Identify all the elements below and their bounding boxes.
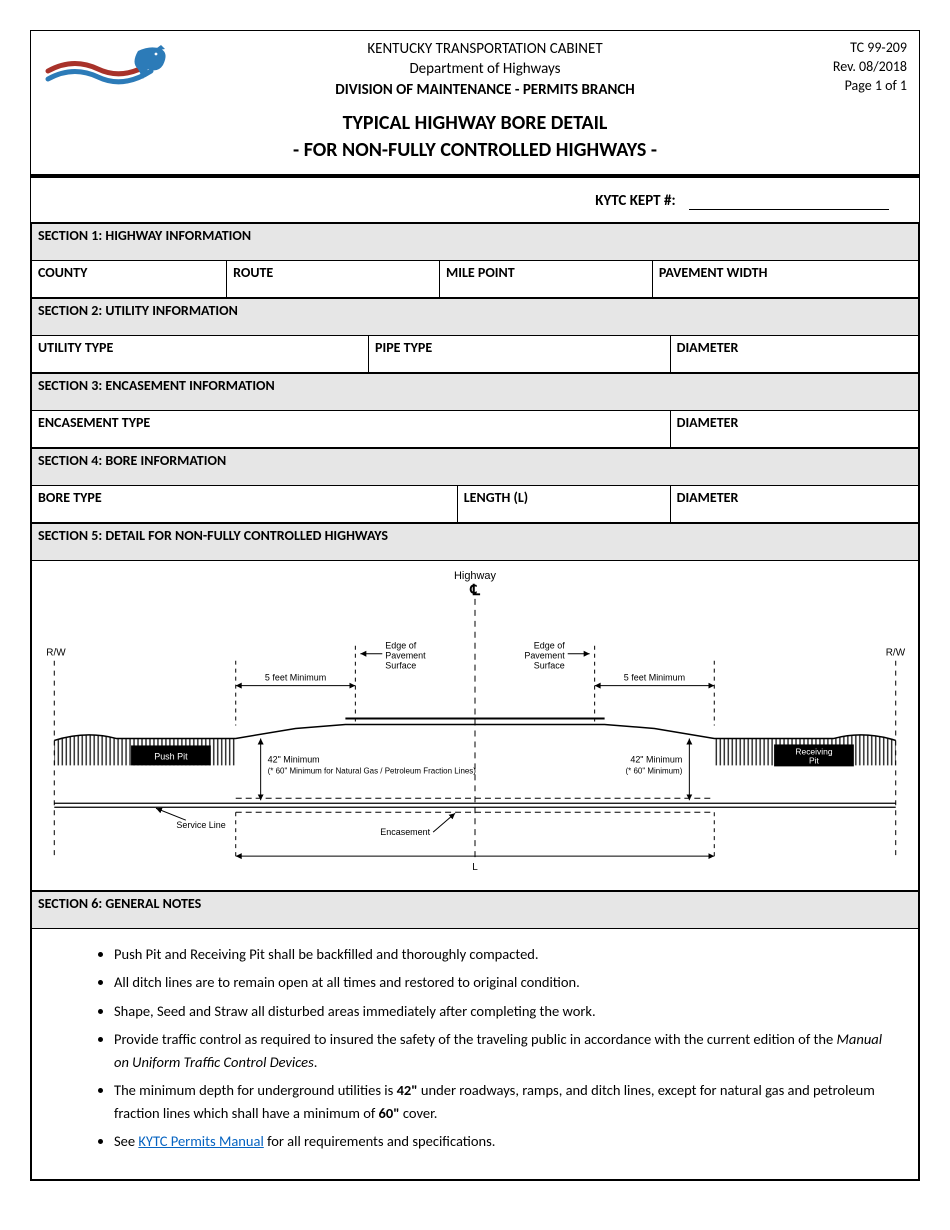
diag-service-line: Service Line — [176, 820, 225, 830]
agency-logo — [43, 39, 183, 99]
note-5e: cover. — [400, 1104, 438, 1122]
agency-name: KENTUCKY TRANSPORTATION CABINET — [183, 39, 787, 59]
document-header: KENTUCKY TRANSPORTATION CABINET Departme… — [31, 31, 919, 106]
note-5d: 60" — [379, 1104, 400, 1122]
header-center: KENTUCKY TRANSPORTATION CABINET Departme… — [183, 39, 787, 100]
section1-header: SECTION 1: HIGHWAY INFORMATION — [32, 223, 919, 260]
length-cell[interactable]: LENGTH (L) — [457, 485, 670, 522]
section4-table: SECTION 4: BORE INFORMATION BORE TYPE LE… — [31, 448, 919, 523]
route-cell[interactable]: ROUTE — [227, 260, 440, 297]
diag-edge-l2: Pavement — [385, 650, 426, 660]
permits-manual-link[interactable]: KYTC Permits Manual — [138, 1132, 263, 1150]
document-title: TYPICAL HIGHWAY BORE DETAIL - FOR NON-FU… — [31, 106, 919, 174]
diag-recv-pit2: Pit — [809, 755, 820, 765]
note-3: Shape, Seed and Straw all disturbed area… — [114, 1000, 888, 1022]
note-2: All ditch lines are to remain open at al… — [114, 971, 888, 993]
general-notes: Push Pit and Receiving Pit shall be back… — [31, 929, 919, 1180]
header-right: TC 99-209 Rev. 08/2018 Page 1 of 1 — [787, 39, 907, 96]
kept-blank[interactable] — [689, 209, 889, 210]
diag-edge-l1: Edge of — [385, 640, 416, 650]
section5-header: SECTION 5: DETAIL FOR NON-FULLY CONTROLL… — [32, 523, 919, 560]
diag-edge-l3: Surface — [385, 660, 416, 670]
diag-push-pit: Push Pit — [154, 751, 188, 761]
diag-highway-label: Highway — [454, 570, 497, 582]
note-5: The minimum depth for underground utilit… — [114, 1079, 888, 1124]
title-line1: TYPICAL HIGHWAY BORE DETAIL — [31, 110, 919, 137]
diag-cl-symbol: ℄ — [469, 582, 480, 599]
diag-depth-note: (* 60" Minimum for Natural Gas / Petrole… — [268, 766, 477, 775]
diag-edge-r2: Pavement — [524, 650, 565, 660]
diag-depth-note-r: (* 60" Minimum) — [626, 766, 683, 775]
diag-edge-r1: Edge of — [534, 640, 565, 650]
diag-rw-right: R/W — [886, 647, 906, 658]
dept-name: Department of Highways — [183, 59, 787, 79]
note-4a: Provide traffic control as required to i… — [114, 1030, 837, 1048]
note-5a: The minimum depth for underground utilit… — [114, 1081, 397, 1099]
pipetype-cell[interactable]: PIPE TYPE — [369, 335, 671, 372]
note-5b: 42" — [397, 1081, 418, 1099]
section2-table: SECTION 2: UTILITY INFORMATION UTILITY T… — [31, 298, 919, 373]
section3-table: SECTION 3: ENCASEMENT INFORMATION ENCASE… — [31, 373, 919, 448]
diag-depth-right: 42" Minimum — [630, 754, 682, 764]
revision: Rev. 08/2018 — [787, 58, 907, 77]
kept-label: KYTC KEPT #: — [595, 192, 675, 210]
bore-diagram: Highway ℄ R/W R/W Edge of Pavement Surfa… — [31, 561, 919, 891]
section6-header: SECTION 6: GENERAL NOTES — [32, 891, 919, 928]
title-line2: - FOR NON-FULLY CONTROLLED HIGHWAYS - — [31, 137, 919, 164]
note-1: Push Pit and Receiving Pit shall be back… — [114, 943, 888, 965]
diameter4-cell[interactable]: DIAMETER — [670, 485, 918, 522]
diag-encasement: Encasement — [380, 827, 430, 837]
form-number: TC 99-209 — [787, 39, 907, 58]
division-name: DIVISION OF MAINTENANCE - PERMITS BRANCH — [183, 80, 787, 100]
note-6: See KYTC Permits Manual for all requirem… — [114, 1130, 888, 1152]
note-6c: for all requirements and specifications. — [264, 1132, 496, 1150]
diag-depth-left: 42" Minimum — [268, 754, 320, 764]
enctype-cell[interactable]: ENCASEMENT TYPE — [32, 410, 671, 447]
diameter3-cell[interactable]: DIAMETER — [670, 410, 918, 447]
section3-header: SECTION 3: ENCASEMENT INFORMATION — [32, 373, 919, 410]
kept-row: KYTC KEPT #: — [31, 178, 919, 223]
pavewidth-cell[interactable]: PAVEMENT WIDTH — [652, 260, 918, 297]
section6-table: SECTION 6: GENERAL NOTES — [31, 891, 919, 929]
county-cell[interactable]: COUNTY — [32, 260, 227, 297]
diagram-svg: Highway ℄ R/W R/W Edge of Pavement Surfa… — [32, 561, 918, 890]
section4-header: SECTION 4: BORE INFORMATION — [32, 448, 919, 485]
diag-rw-left: R/W — [46, 647, 66, 658]
page-border: KENTUCKY TRANSPORTATION CABINET Departme… — [30, 30, 920, 1181]
note-4c: . — [314, 1053, 318, 1071]
diag-edge-r3: Surface — [534, 660, 565, 670]
section2-header: SECTION 2: UTILITY INFORMATION — [32, 298, 919, 335]
note-4: Provide traffic control as required to i… — [114, 1028, 888, 1073]
section5-table: SECTION 5: DETAIL FOR NON-FULLY CONTROLL… — [31, 523, 919, 561]
diag-5ft-left: 5 feet Minimum — [265, 672, 326, 682]
milepoint-cell[interactable]: MILE POINT — [440, 260, 653, 297]
diag-length-l: L — [472, 862, 478, 873]
boretype-cell[interactable]: BORE TYPE — [32, 485, 458, 522]
page-indicator: Page 1 of 1 — [787, 77, 907, 96]
note-6a: See — [114, 1132, 138, 1150]
diameter2-cell[interactable]: DIAMETER — [670, 335, 918, 372]
section1-table: SECTION 1: HIGHWAY INFORMATION COUNTY RO… — [31, 223, 919, 298]
utiltype-cell[interactable]: UTILITY TYPE — [32, 335, 369, 372]
diag-5ft-right: 5 feet Minimum — [624, 672, 685, 682]
